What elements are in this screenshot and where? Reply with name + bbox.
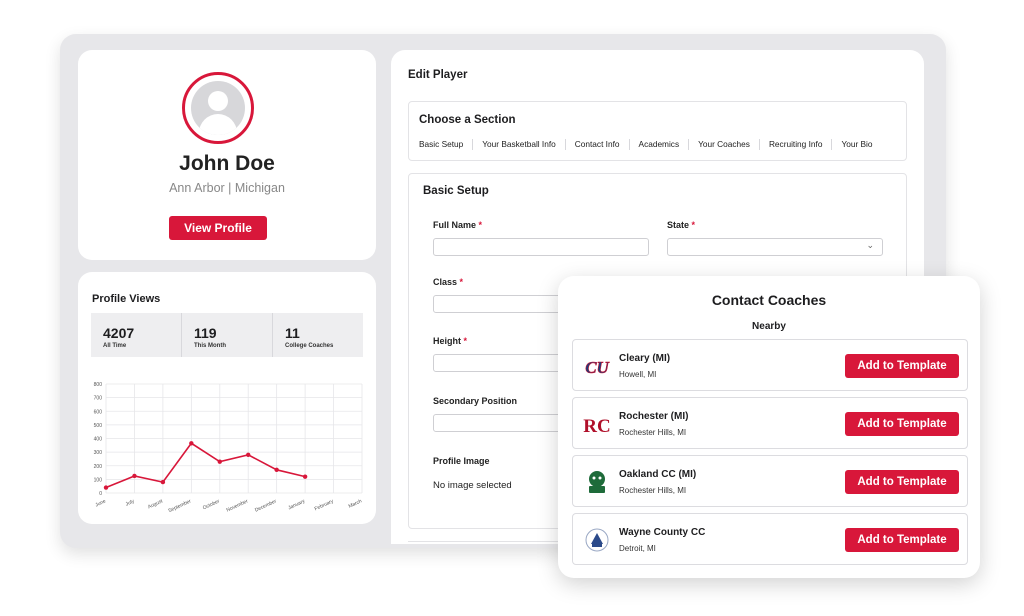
coach-row: Oakland CC (MI) Rochester Hills, MI Add … (572, 455, 968, 507)
svg-text:CU: CU (585, 358, 609, 377)
stat-value: 11 (285, 325, 300, 341)
y-tick-label: 500 (94, 423, 103, 429)
x-tick-label: December (254, 498, 278, 513)
avatar (182, 72, 254, 144)
add-to-template-button[interactable]: Add to Template (845, 354, 959, 378)
data-point (103, 485, 109, 490)
coach-school-city: Howell, MI (619, 370, 657, 379)
section-chooser: Choose a Section Basic Setup Your Basket… (408, 101, 907, 161)
player-name: John Doe (179, 152, 275, 175)
data-point (246, 452, 251, 458)
section-chooser-title: Choose a Section (419, 114, 516, 126)
tab-recruiting-info[interactable]: Recruiting Info (760, 139, 833, 150)
data-point (132, 473, 137, 479)
coach-row: RC Rochester (MI) Rochester Hills, MI Ad… (572, 397, 968, 449)
x-tick-label: January (287, 498, 306, 511)
coach-school-name: Oakland CC (MI) (619, 469, 697, 480)
add-to-template-button[interactable]: Add to Template (845, 470, 959, 494)
tab-your-bio[interactable]: Your Bio (841, 139, 873, 149)
stats-bar: 4207 All Time 119 This Month 11 College … (91, 313, 363, 357)
stat-value: 119 (194, 325, 217, 341)
basic-setup-form: Basic Setup Full Name * State * ⌄ Class … (408, 173, 907, 529)
y-tick-label: 300 (94, 450, 103, 456)
y-tick-label: 600 (94, 409, 103, 415)
tab-your-coaches[interactable]: Your Coaches (689, 139, 760, 150)
profile-image-label: Profile Image (433, 456, 490, 466)
y-tick-label: 800 (94, 382, 103, 388)
coach-school-city: Rochester Hills, MI (619, 428, 687, 437)
coach-school-city: Rochester Hills, MI (619, 486, 687, 495)
add-to-template-button[interactable]: Add to Template (845, 412, 959, 436)
edit-player-title: Edit Player (408, 69, 468, 81)
x-tick-label: June (94, 498, 107, 508)
data-point (160, 479, 166, 485)
stat-value: 4207 (103, 325, 135, 341)
x-tick-label: August (147, 498, 164, 510)
profile-views-card: Profile Views 4207 All Time 119 This Mon… (78, 272, 376, 524)
profile-views-chart: 0 100 200 300 400 500 600 700 800 June July August S… (94, 382, 363, 514)
state-label: State * (667, 220, 696, 230)
cleary-logo-icon: CU CU (585, 358, 610, 378)
data-point (189, 441, 194, 446)
data-point (302, 474, 308, 479)
coach-school-city: Detroit, MI (619, 544, 656, 553)
profile-views-title: Profile Views (92, 293, 161, 305)
no-image-text: No image selected (433, 480, 512, 491)
basic-setup-title: Basic Setup (423, 185, 489, 197)
chevron-down-icon: ⌄ (866, 240, 874, 250)
series-line (105, 442, 306, 489)
tab-academics[interactable]: Academics (630, 139, 690, 150)
x-tick-label: March (348, 498, 363, 509)
coach-school-name: Wayne County CC (619, 527, 706, 538)
data-point (274, 467, 279, 473)
height-label: Height * (433, 336, 468, 346)
data-point (217, 459, 222, 464)
tab-contact-info[interactable]: Contact Info (566, 139, 630, 150)
stat-label: All Time (103, 343, 127, 349)
x-tick-label: February (314, 498, 335, 512)
state-select[interactable]: ⌄ (667, 238, 883, 256)
x-tick-label: September (167, 498, 192, 514)
y-tick-label: 100 (94, 477, 103, 483)
nearby-heading: Nearby (752, 321, 786, 332)
svg-text:RC: RC (583, 416, 610, 437)
full-name-input[interactable] (433, 238, 649, 256)
svg-text:CU: CU (585, 358, 609, 377)
x-tick-label: July (125, 498, 136, 507)
x-tick-label: October (202, 498, 221, 511)
section-tabs: Basic Setup Your Basketball Info Contact… (419, 139, 873, 150)
y-tick-label: 400 (94, 437, 103, 443)
oakland-cc-logo-icon (589, 471, 605, 493)
tab-basketball-info[interactable]: Your Basketball Info (473, 139, 566, 150)
stat-college-coaches: 11 College Coaches (273, 313, 363, 357)
class-label: Class * (433, 277, 464, 287)
wayne-county-cc-logo-icon (585, 528, 609, 552)
user-placeholder-icon (191, 81, 245, 135)
y-tick-label: 200 (94, 464, 103, 470)
contact-coaches-title: Contact Coaches (711, 292, 827, 308)
profile-card: John Doe Ann Arbor | Michigan View Profi… (78, 50, 376, 260)
tab-basic-setup[interactable]: Basic Setup (419, 139, 474, 150)
stat-this-month: 119 This Month (182, 313, 273, 357)
player-location: Ann Arbor | Michigan (169, 181, 285, 195)
full-name-label: Full Name * (433, 220, 483, 230)
coach-school-name: Rochester (MI) (619, 411, 689, 422)
coach-row: CU CU Cleary (MI) Howell, MI Add to Temp… (572, 339, 968, 391)
x-tick-label: November (226, 498, 250, 513)
stat-all-time: 4207 All Time (91, 313, 182, 357)
y-tick-label: 0 (99, 491, 102, 497)
stat-label: College Coaches (285, 343, 334, 349)
y-tick-label: 700 (94, 396, 103, 402)
secondary-position-label: Secondary Position (433, 396, 518, 406)
stat-label: This Month (194, 343, 226, 349)
coach-row: Wayne County CC Detroit, MI Add to Templ… (572, 513, 968, 565)
add-to-template-button[interactable]: Add to Template (845, 528, 959, 552)
contact-coaches-card: Contact Coaches Nearby CU CU Cleary (MI)… (558, 276, 980, 578)
view-profile-button[interactable]: View Profile (169, 216, 267, 240)
coach-school-name: Cleary (MI) (619, 353, 671, 364)
rochester-logo-icon: RC (583, 416, 610, 437)
